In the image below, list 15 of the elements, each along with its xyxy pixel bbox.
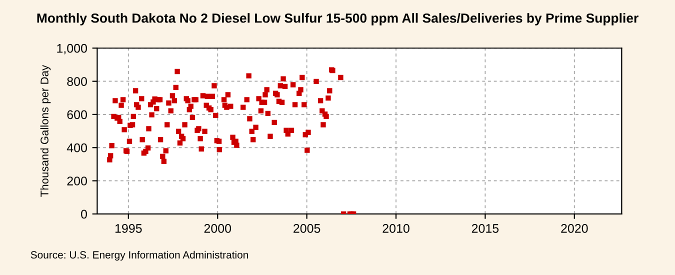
y-tick-label: 800	[67, 77, 87, 86]
x-tick-label: 2015	[472, 224, 499, 233]
x-tick-label: 2005	[294, 224, 320, 233]
y-tick-label: 600	[67, 110, 87, 120]
chart-title: Monthly South Dakota No 2 Diesel Low Sulfur 15-500 ppm All Sales/Deliveries by Prime Supplier	[37, 13, 638, 26]
y-tick-label: 1,000	[57, 44, 87, 54]
y-axis-title: Thousand Gallons per Day	[40, 64, 51, 197]
y-tick-label: 0	[81, 210, 87, 219]
y-tick-label: 200	[67, 176, 87, 186]
x-tick-label: 2010	[382, 224, 410, 233]
source-note: Source: U.S. Energy Information Administration	[30, 250, 248, 261]
x-tick-label: 2020	[561, 224, 588, 233]
x-tick-label: 1995	[115, 224, 142, 233]
y-tick-label: 400	[66, 143, 87, 152]
x-tick-label: 2000	[204, 224, 232, 233]
